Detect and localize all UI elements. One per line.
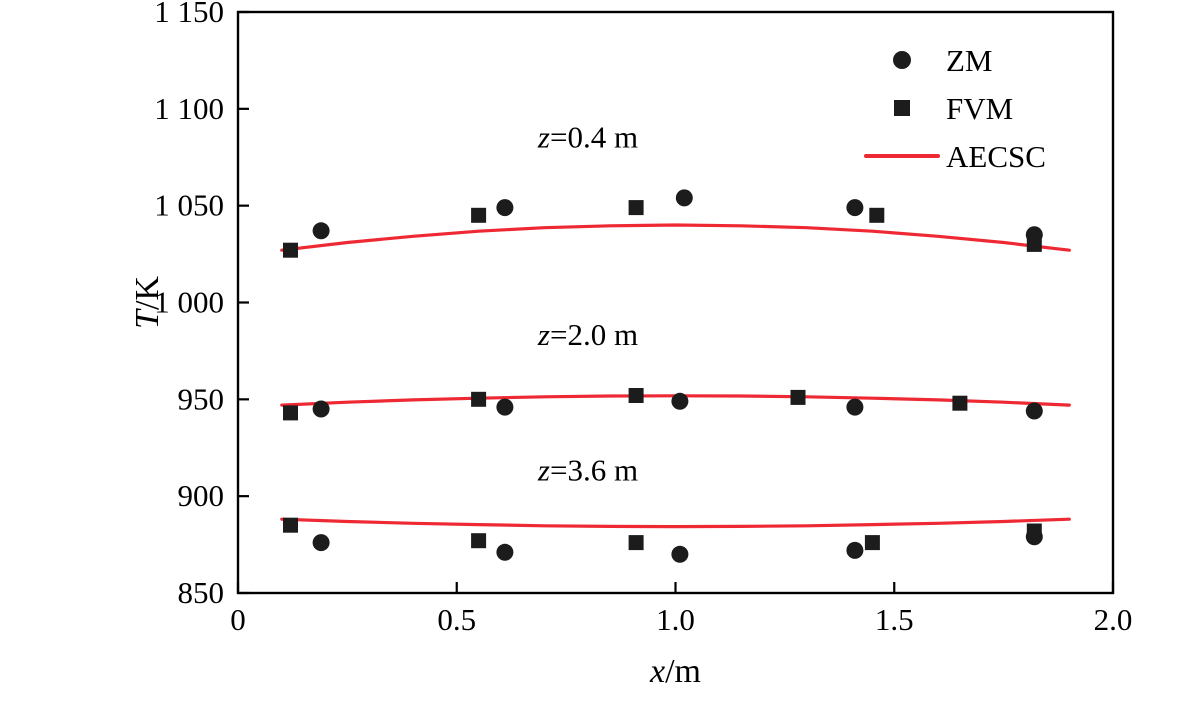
legend-item-fvm: FVM	[858, 84, 1046, 132]
y-tick-label: 1 150	[154, 0, 224, 29]
fvm-point	[628, 388, 644, 403]
zm-point	[312, 222, 330, 240]
x-tick-label: 0.5	[437, 602, 476, 637]
zm-point	[312, 534, 330, 552]
fvm-point	[283, 405, 298, 421]
zm-point	[496, 199, 514, 217]
fvm-point	[283, 242, 298, 258]
x-tick-label: 0	[230, 602, 246, 637]
y-tick-label: 900	[178, 478, 225, 513]
fvm-point	[471, 207, 487, 223]
y-tick-label: 850	[178, 575, 225, 610]
x-tick-label: 1.0	[656, 602, 695, 637]
aecsc-curve	[280, 223, 1071, 252]
curve-annotation: z=0.4 m	[537, 120, 638, 155]
zm-point	[846, 199, 864, 217]
zm-point	[846, 398, 864, 416]
legend: ZM FVM AECSC	[858, 36, 1046, 180]
aecsc-line-marker-icon	[858, 154, 946, 158]
fvm-point	[628, 200, 644, 216]
fvm-point	[790, 389, 806, 405]
curve-annotation: z=3.6 m	[537, 453, 638, 488]
zm-circle-marker-icon	[858, 51, 946, 69]
y-axis-label: T/K	[129, 276, 166, 329]
zm-point	[312, 400, 330, 418]
legend-item-aecsc: AECSC	[858, 132, 1046, 180]
x-tick-label: 1.5	[875, 602, 914, 637]
legend-label-aecsc: AECSC	[946, 138, 1046, 174]
fvm-point	[952, 395, 968, 411]
fvm-point	[1026, 236, 1042, 252]
y-tick-label: 950	[178, 381, 225, 416]
fvm-point	[628, 535, 644, 551]
legend-item-zm: ZM	[858, 36, 1046, 84]
legend-label-zm: ZM	[946, 42, 993, 78]
x-axis-label: x/m	[649, 653, 701, 690]
zm-point	[671, 545, 689, 563]
fvm-point	[869, 207, 885, 223]
y-tick-label: 1 000	[154, 285, 224, 320]
fvm-point	[1026, 523, 1042, 539]
zm-point	[846, 541, 864, 559]
y-tick-label: 1 050	[154, 188, 224, 223]
aecsc-curve	[280, 517, 1071, 529]
zm-point	[1025, 402, 1043, 420]
fvm-point	[283, 517, 298, 533]
fvm-square-marker-icon	[858, 100, 946, 116]
zm-point	[671, 392, 689, 410]
legend-label-fvm: FVM	[946, 90, 1014, 126]
fvm-point	[471, 391, 487, 407]
fvm-point	[471, 533, 487, 549]
fvm-point	[864, 535, 880, 551]
y-tick-label: 1 100	[154, 91, 224, 126]
zm-point	[675, 189, 693, 207]
zm-point	[496, 543, 514, 561]
curve-annotation: z=2.0 m	[537, 317, 638, 352]
x-tick-label: 2.0	[1094, 602, 1133, 637]
zm-point	[496, 398, 514, 416]
